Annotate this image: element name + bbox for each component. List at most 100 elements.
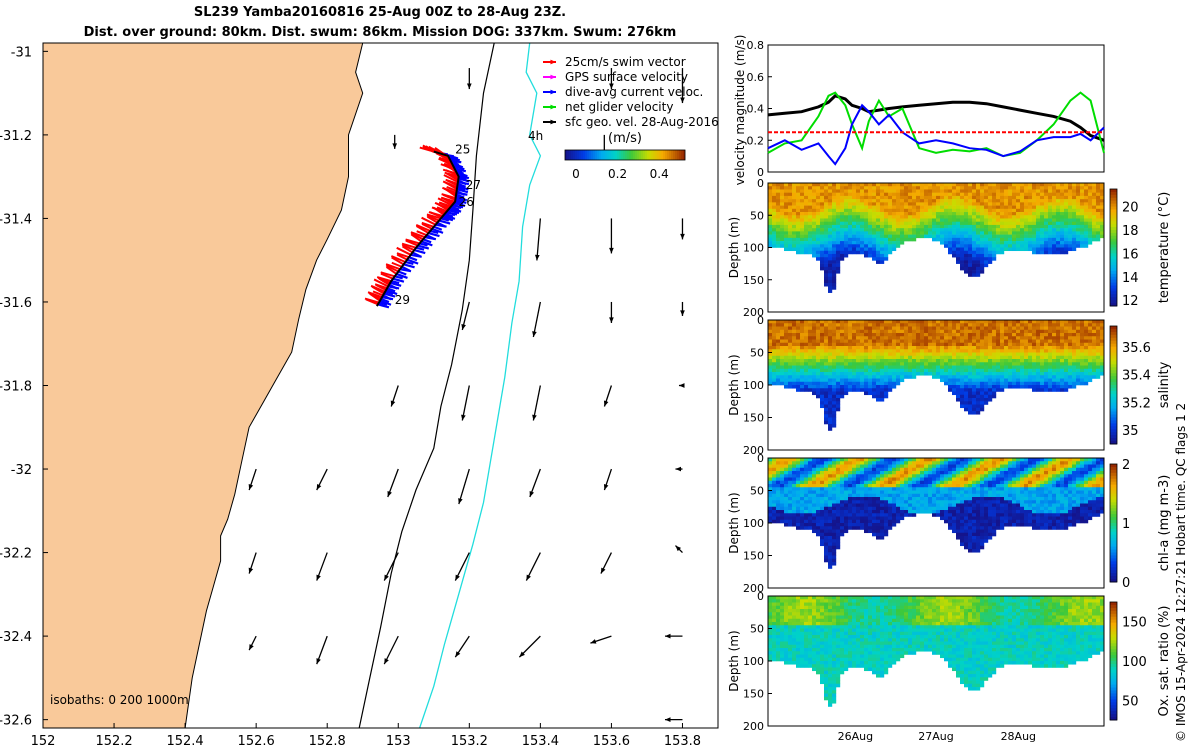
section-cell	[876, 513, 881, 517]
section-cell	[836, 464, 841, 469]
section-cell	[1088, 342, 1093, 347]
section-cell	[800, 375, 805, 379]
section-cell	[848, 202, 853, 206]
section-cell	[916, 365, 921, 370]
section-cell	[884, 333, 889, 337]
section-cell	[780, 506, 785, 511]
section-cell	[920, 339, 925, 344]
section-cell	[888, 375, 893, 379]
section-cell	[872, 532, 877, 537]
section-cell	[912, 333, 917, 337]
section-cell	[948, 375, 953, 379]
section-cell	[824, 490, 829, 495]
section-cell	[836, 183, 841, 187]
section-cell	[908, 372, 913, 376]
section-cell	[980, 202, 985, 206]
section-cell	[836, 490, 841, 495]
section-cell	[936, 186, 941, 190]
section-cell	[776, 368, 781, 373]
section-cell	[832, 276, 837, 281]
section-cell	[960, 263, 965, 268]
section-cell	[800, 493, 805, 498]
section-cell	[824, 411, 829, 415]
section-cell	[1036, 320, 1041, 324]
section-cell	[944, 362, 949, 366]
section-cell	[808, 355, 813, 360]
geostrophic-vector	[454, 635, 470, 658]
geostrophic-vector	[529, 468, 541, 498]
section-cell	[872, 195, 877, 200]
section-cell	[788, 346, 793, 350]
section-cell	[1024, 183, 1029, 187]
section-cell	[932, 215, 937, 219]
section-cell	[1048, 202, 1053, 206]
section-cell	[792, 224, 797, 229]
section-cell	[920, 224, 925, 229]
section-cell	[1012, 381, 1017, 386]
section-cell	[1084, 212, 1089, 216]
section-cell	[916, 202, 921, 206]
section-cell	[1072, 231, 1077, 235]
section-cell	[788, 513, 793, 517]
section-cell	[1004, 231, 1009, 235]
section-cell	[892, 189, 897, 193]
section-cell	[888, 237, 893, 242]
section-cell	[804, 510, 809, 514]
section-cell	[820, 237, 825, 242]
section-cell	[840, 326, 845, 331]
section-cell	[1096, 186, 1101, 190]
section-cell	[964, 362, 969, 366]
section-cell	[828, 195, 833, 200]
section-cell	[880, 241, 885, 245]
section-cell	[788, 467, 793, 472]
section-cell	[1032, 385, 1037, 389]
section-cell	[788, 471, 793, 475]
section-cell	[828, 471, 833, 475]
section-cell	[1072, 320, 1077, 324]
section-cell	[1096, 326, 1101, 331]
section-cell	[964, 195, 969, 200]
swim-vector	[373, 278, 389, 288]
section-colorbar-cell	[1110, 387, 1117, 392]
section-colorbar-cell	[1110, 259, 1117, 263]
section-cell	[1096, 199, 1101, 203]
section-cell	[1088, 208, 1093, 213]
section-cell	[1008, 221, 1013, 226]
section-cell	[812, 506, 817, 511]
section-cell	[972, 359, 977, 363]
section-cell	[1040, 221, 1045, 226]
section-cell	[984, 186, 989, 190]
section-cell	[1000, 183, 1005, 187]
section-cell	[864, 352, 869, 357]
section-cell	[972, 183, 977, 187]
section-cell	[768, 192, 773, 197]
section-cell	[828, 404, 833, 409]
section-cell	[1072, 199, 1077, 203]
section-cell	[916, 231, 921, 235]
section-cell	[996, 241, 1001, 245]
section-cell	[1024, 186, 1029, 190]
section-colorbar-cell	[1110, 273, 1117, 278]
section-cell	[812, 231, 817, 235]
current-vector	[453, 165, 465, 171]
section-cell	[812, 362, 817, 366]
section-cell	[776, 212, 781, 216]
section-cell	[800, 237, 805, 242]
section-cell	[904, 215, 909, 219]
section-cell	[848, 231, 853, 235]
section-cell	[816, 189, 821, 193]
section-cell	[796, 365, 801, 370]
section-cell	[1004, 320, 1009, 324]
section-cell	[908, 368, 913, 373]
section-cell	[1020, 247, 1025, 252]
section-cell	[852, 487, 857, 491]
section-cell	[896, 365, 901, 370]
section-cell	[860, 493, 865, 498]
section-cell	[900, 365, 905, 370]
section-cell	[800, 490, 805, 495]
section-cell	[768, 506, 773, 511]
section-cell	[924, 189, 929, 193]
section-cell	[840, 464, 845, 469]
section-cell	[816, 461, 821, 465]
